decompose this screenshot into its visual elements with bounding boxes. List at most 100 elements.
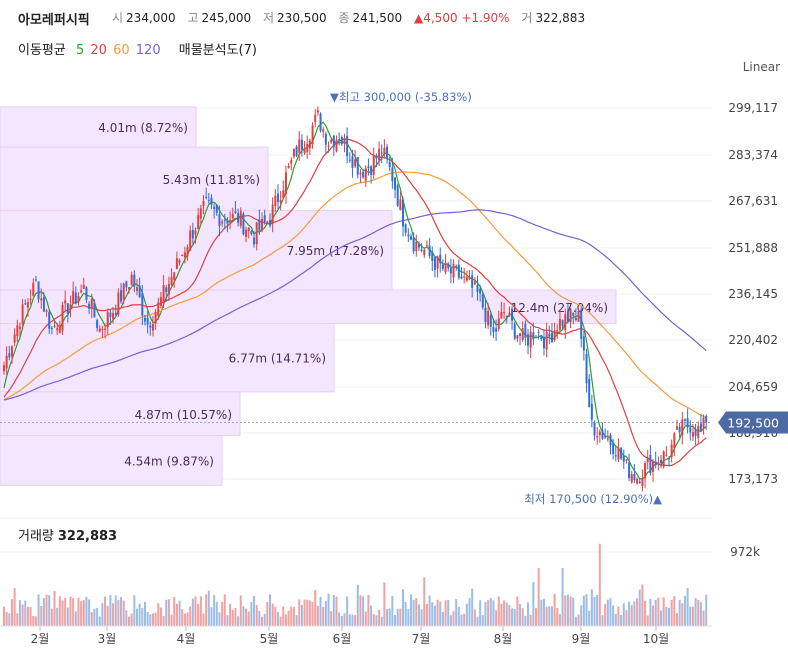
volume-bar [130,613,133,626]
candle-body [24,303,27,305]
y-tick-label: 283,374 [728,148,778,162]
volume-bar [242,606,245,626]
volume-profile-bar [0,435,223,486]
volume-bar [183,613,186,626]
volume-bar [284,614,287,626]
candle-body [606,438,609,440]
volume-bar [303,599,306,626]
volume-bar [582,595,585,626]
moving-average-label[interactable]: 이동평균 [18,43,66,58]
volume-bar [354,615,357,626]
candle-body [657,462,660,464]
volume-bar [513,609,516,626]
candle-body [590,404,593,420]
candle-body [229,220,232,222]
volume-bar [364,611,367,626]
volume-bar [101,603,104,626]
candle-body [242,213,245,235]
candle-body [167,283,170,295]
volume-bar [588,610,591,626]
volume-bar [527,602,530,626]
volume-bar [154,612,157,626]
last-price-tag [718,411,788,434]
volume-bar [683,595,686,626]
volume-bar [199,596,202,626]
candle-body [316,110,319,113]
volume-bar [678,600,681,626]
candle-body [146,317,149,325]
candle-body [64,300,67,304]
scale-toggle-button[interactable]: Linear [742,60,780,74]
volume-bar [705,594,708,626]
volume-bar [548,606,551,626]
candle-body [436,256,439,269]
candle-body [492,327,495,333]
candle-body [37,281,40,300]
candle-body [465,276,468,281]
candle-body [386,146,389,159]
candle-body [143,317,146,322]
volume-bar [455,599,458,626]
candle-body [545,331,548,350]
y-tick-label: 220,402 [728,333,778,347]
candle-body [601,430,604,439]
candle-body [319,113,322,131]
indicator-legend[interactable]: 이동평균 5 20 60 120 매물분석도(7) [18,39,263,58]
volume-bar [181,609,184,626]
volume-bar [234,608,237,626]
candle-body [186,247,189,256]
candle-body [638,481,641,484]
candle-body [391,167,394,182]
volume-bar [436,599,439,626]
candle-body [290,160,293,164]
candle-body [314,114,317,122]
candle-body [633,473,636,481]
candle-body [74,292,77,304]
candle-body [32,282,35,296]
volume-profile-label[interactable]: 매물분석도(7) [178,43,257,58]
candle-body [245,229,248,238]
candle-body [678,426,681,433]
candle-body [364,168,367,181]
volume-bar [694,598,697,626]
candle-body [170,276,173,285]
candle-body [665,454,668,456]
volume-bar [93,608,96,626]
candle-body [300,139,303,150]
candle-body [324,133,327,145]
volume-bar [21,604,24,626]
volume-bar [638,589,641,626]
volume-profile-label: 7.95m (17.28%) [287,244,384,258]
candle-body [194,230,197,235]
volume-bar [415,598,418,626]
x-tick-label: 8월 [494,632,513,646]
candle-body [306,143,309,152]
candle-body [258,219,261,231]
volume-bar [601,615,604,626]
candle-body [10,346,13,357]
volume-bar [77,597,80,626]
candle-body [644,463,647,479]
candle-body [218,214,221,226]
candle-body [516,335,519,339]
volume-bar [61,600,64,626]
close-label: 종 [338,11,350,25]
volume-bar [452,611,455,626]
candle-body [433,257,436,271]
volume-bar [519,604,522,626]
candle-body [250,230,253,234]
volume-bar [213,594,216,626]
candle-body [356,157,359,175]
volume-profile: 4.01m (8.72%) 5.43m (11.81%) 7.95m (17.28%… [0,106,617,486]
x-tick-label: 6월 [333,632,352,646]
candle-body [133,274,136,287]
candle-body [338,139,341,141]
candle-body [388,161,391,168]
candle-body [199,208,202,219]
candle-body [8,353,11,358]
volume-bar [417,604,420,626]
volume-bar [90,612,93,626]
volume-bar [391,596,394,626]
candle-body [636,478,639,484]
